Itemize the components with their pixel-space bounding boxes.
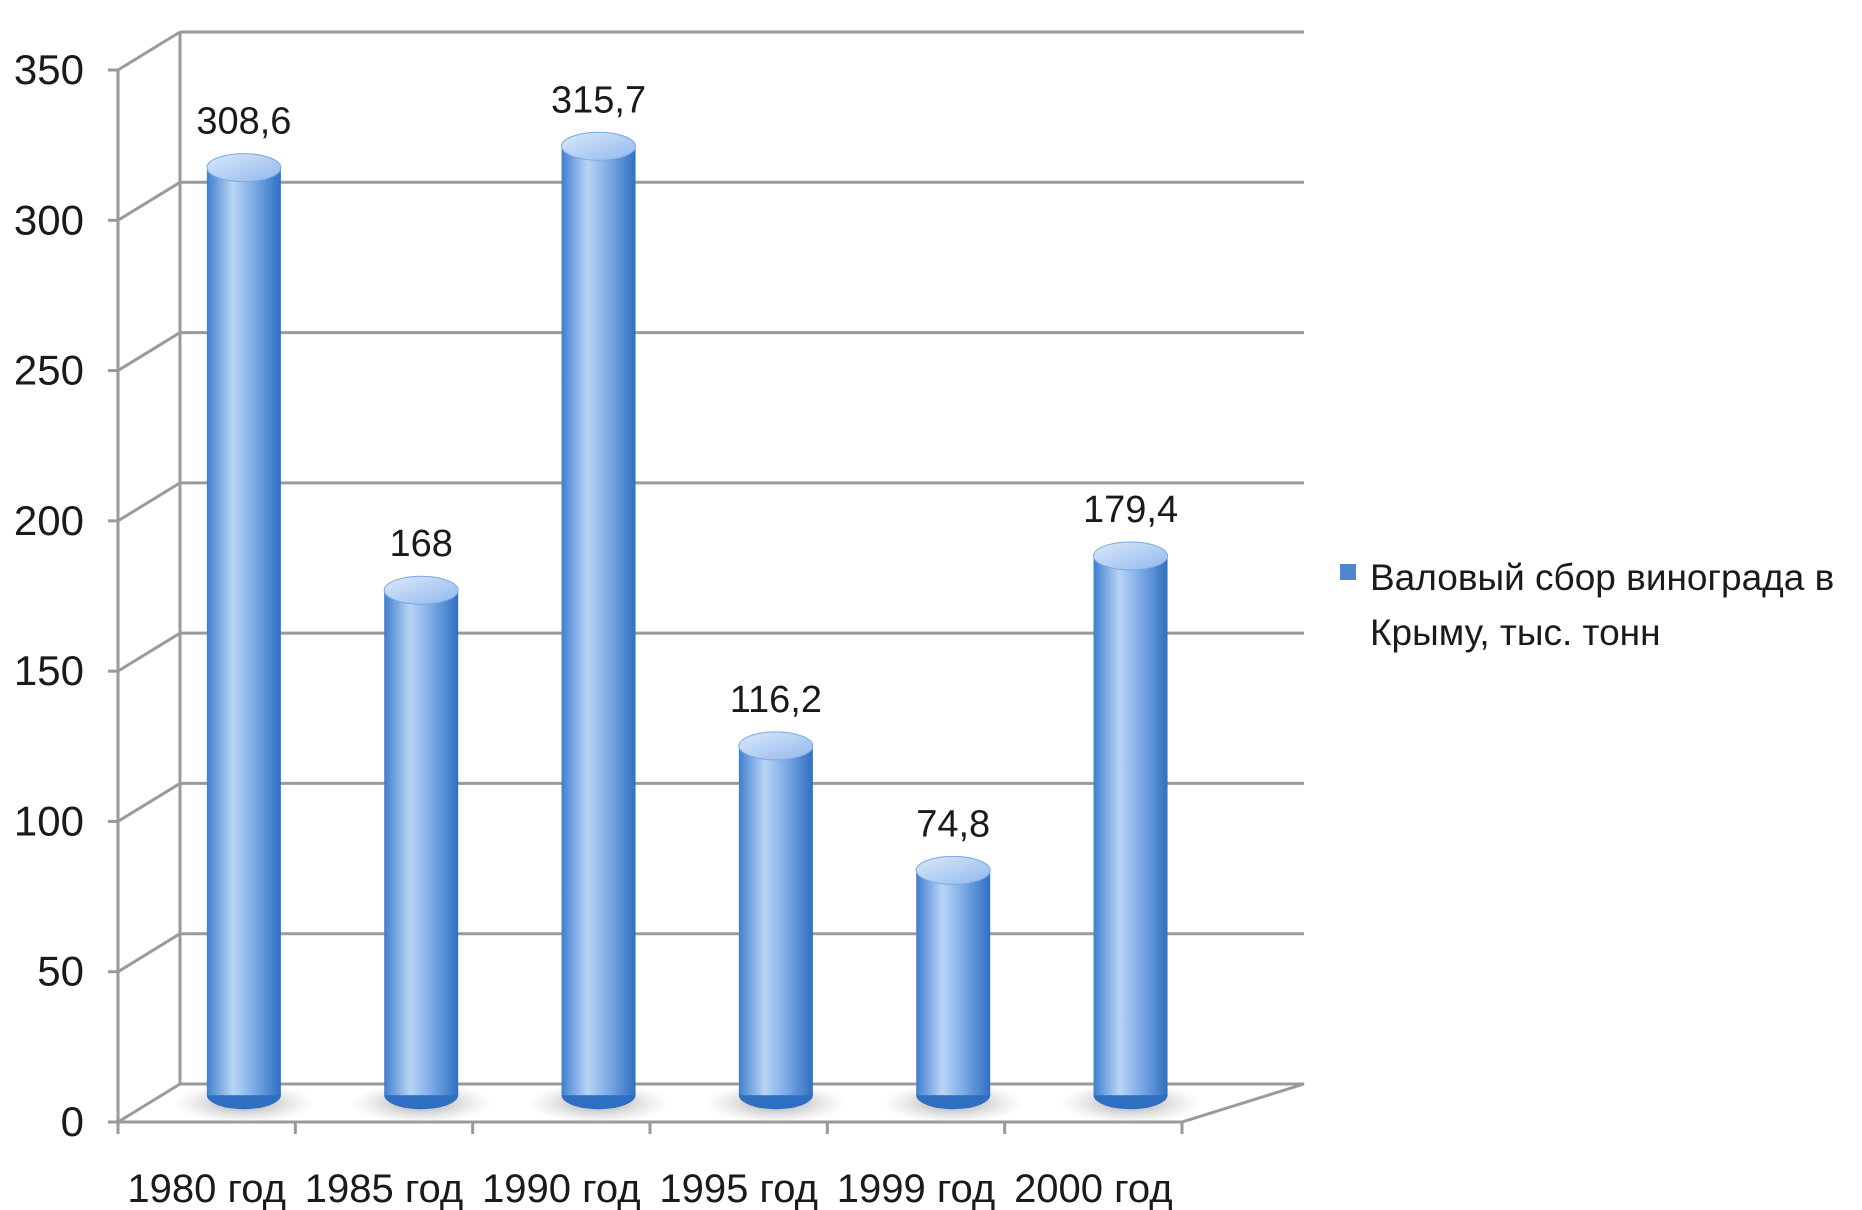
x-category-label-1995-год: 1995 год [659,1167,818,1210]
legend-label-line-1: Валовый сбор винограда в [1370,557,1834,598]
bar-body [384,590,459,1096]
x-category-labels: 1980 год 1985 год 1990 год 1995 год 1999 год… [127,1167,1172,1210]
y-tick-label-250: 250 [14,347,84,394]
y-tick-label-300: 300 [14,196,84,243]
legend-label-line-2: Крыму, тыс. тонн [1370,612,1661,653]
data-labels: 308,6 168 315,7 116,2 74,8 179,4 [196,79,1178,845]
data-label-1995-год: 116,2 [730,679,822,721]
bar-top-cap [915,855,991,885]
gridline-side-100 [117,782,181,823]
bar-body [916,870,991,1096]
gridline-side-200 [117,481,181,523]
y-tick-label-50: 50 [37,948,84,995]
gridline-side-0 [117,1082,181,1124]
bar-body [206,167,281,1096]
bars [173,131,1201,1124]
bar-1999-год [882,855,1024,1124]
data-label-2000-год: 179,4 [1083,489,1178,531]
data-label-1999-год: 74,8 [916,803,990,845]
legend-swatch [1340,564,1356,580]
x-category-label-1985-год: 1985 год [305,1167,464,1210]
x-category-label-1980-год: 1980 год [127,1167,286,1210]
data-label-1985-год: 168 [389,523,452,565]
gridline-side-350 [117,30,181,72]
bar-body [1093,555,1168,1096]
x-category-label-1990-год: 1990 год [482,1167,641,1210]
bar-top-cap [206,153,282,183]
bar-1995-год [705,731,847,1124]
y-tick-label-100: 100 [14,797,84,844]
y-tick-label-200: 200 [14,497,84,544]
bar-1985-год [350,575,492,1124]
data-label-1980-год: 308,6 [196,101,291,143]
x-category-label-2000-год: 2000 год [1014,1167,1173,1210]
bar-top-cap [383,575,459,605]
gridline-side-250 [117,331,181,372]
bar-top-cap [1093,541,1169,571]
legend: Валовый сбор винограда в Крыму, тыс. тон… [1340,557,1834,653]
data-label-1990-год: 315,7 [551,79,646,121]
bar-1990-год [528,131,669,1124]
y-tick-label-150: 150 [14,647,84,694]
bar-top-cap [561,131,637,161]
y-tick-label-350: 350 [14,46,84,93]
gridline-side-50 [117,932,181,973]
y-tick-labels: 0 50 100 150 200 250 300 350 [14,46,84,1145]
bar-body [738,745,813,1096]
x-category-label-1999-год: 1999 год [837,1167,996,1210]
bar-top-cap [738,731,814,761]
bar-body [561,146,636,1096]
bar-2000-год [1060,541,1201,1124]
gridline-side-300 [117,181,181,222]
y-tick-label-0: 0 [61,1098,84,1145]
bar-1980-год [173,153,315,1124]
gridline-side-150 [117,631,181,673]
